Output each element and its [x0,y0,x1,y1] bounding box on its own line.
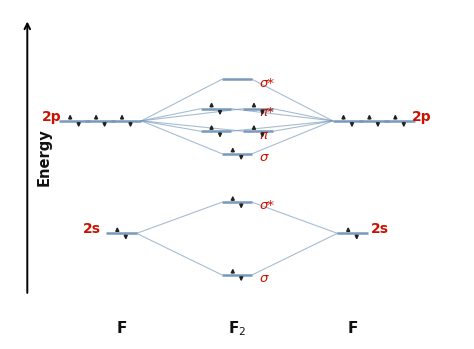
Text: σ: σ [259,151,267,164]
Text: σ: σ [259,272,267,285]
Text: 2p: 2p [42,110,62,124]
Text: π*: π* [259,106,274,119]
Text: σ*: σ* [259,76,274,90]
Text: 2p: 2p [412,110,432,124]
Text: Energy: Energy [36,128,52,186]
Text: 2s: 2s [371,222,389,236]
Text: F: F [347,321,358,336]
Text: F: F [116,321,127,336]
Text: π: π [259,128,267,142]
Text: σ*: σ* [259,199,274,212]
Text: F$_2$: F$_2$ [228,319,246,338]
Text: 2s: 2s [83,222,101,236]
